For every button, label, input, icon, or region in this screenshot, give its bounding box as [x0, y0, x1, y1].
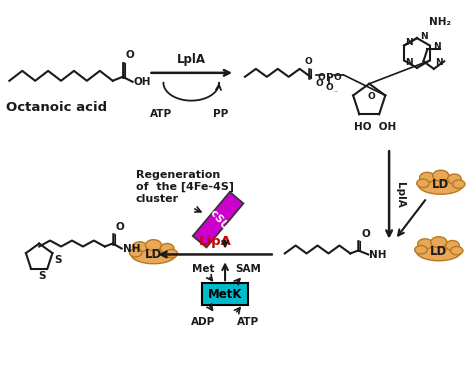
Ellipse shape [419, 176, 463, 194]
Text: NH₂: NH₂ [429, 17, 451, 27]
Text: S: S [38, 271, 46, 281]
Ellipse shape [450, 246, 463, 255]
Ellipse shape [419, 172, 435, 182]
Text: LD: LD [432, 178, 449, 192]
Text: MetK: MetK [208, 288, 242, 301]
Ellipse shape [433, 170, 449, 181]
Text: O: O [367, 92, 375, 101]
Text: NH: NH [369, 250, 387, 261]
Text: Regeneration
of  the [4Fe-4S]
cluster: Regeneration of the [4Fe-4S] cluster [136, 170, 234, 204]
Ellipse shape [447, 174, 461, 184]
FancyBboxPatch shape [202, 283, 248, 305]
Text: LplA: LplA [177, 53, 206, 66]
Ellipse shape [160, 243, 174, 254]
Text: N: N [435, 58, 443, 67]
Ellipse shape [129, 249, 142, 257]
Text: OH: OH [134, 77, 151, 87]
Text: LplA: LplA [395, 182, 405, 208]
Ellipse shape [446, 241, 459, 251]
Ellipse shape [165, 249, 178, 258]
Text: ⁻: ⁻ [333, 89, 337, 98]
Text: O: O [318, 73, 325, 82]
Text: O: O [334, 73, 341, 82]
Ellipse shape [431, 237, 447, 248]
Text: PP: PP [213, 108, 229, 119]
Text: N: N [405, 58, 413, 67]
Ellipse shape [417, 242, 461, 261]
Ellipse shape [132, 242, 147, 252]
Text: LD: LD [430, 245, 447, 258]
Text: SAM: SAM [235, 264, 261, 274]
Text: O: O [116, 222, 125, 232]
Text: N: N [420, 32, 428, 41]
Ellipse shape [415, 246, 427, 254]
Text: P: P [326, 73, 333, 83]
Text: Octanoic acid: Octanoic acid [6, 101, 108, 114]
Text: O: O [361, 228, 370, 239]
Text: O: O [316, 79, 323, 88]
Text: O: O [305, 57, 312, 66]
Ellipse shape [453, 180, 465, 188]
Text: ATP: ATP [150, 108, 173, 119]
Text: O: O [326, 83, 333, 92]
Polygon shape [193, 192, 244, 247]
Ellipse shape [131, 245, 176, 264]
Text: N: N [433, 42, 441, 51]
Text: LipA: LipA [199, 234, 232, 247]
Ellipse shape [418, 239, 433, 249]
Ellipse shape [417, 179, 429, 188]
Text: LD: LD [145, 248, 162, 261]
Text: IscSUA: IscSUA [201, 201, 235, 238]
Ellipse shape [146, 240, 162, 251]
Text: ATP: ATP [237, 317, 259, 327]
Text: O: O [126, 50, 135, 60]
Text: NH: NH [123, 245, 140, 254]
Text: Met: Met [192, 264, 214, 274]
Text: S: S [55, 255, 62, 265]
Text: N: N [405, 38, 413, 47]
Text: HO  OH: HO OH [354, 123, 397, 132]
Text: ADP: ADP [191, 317, 215, 327]
